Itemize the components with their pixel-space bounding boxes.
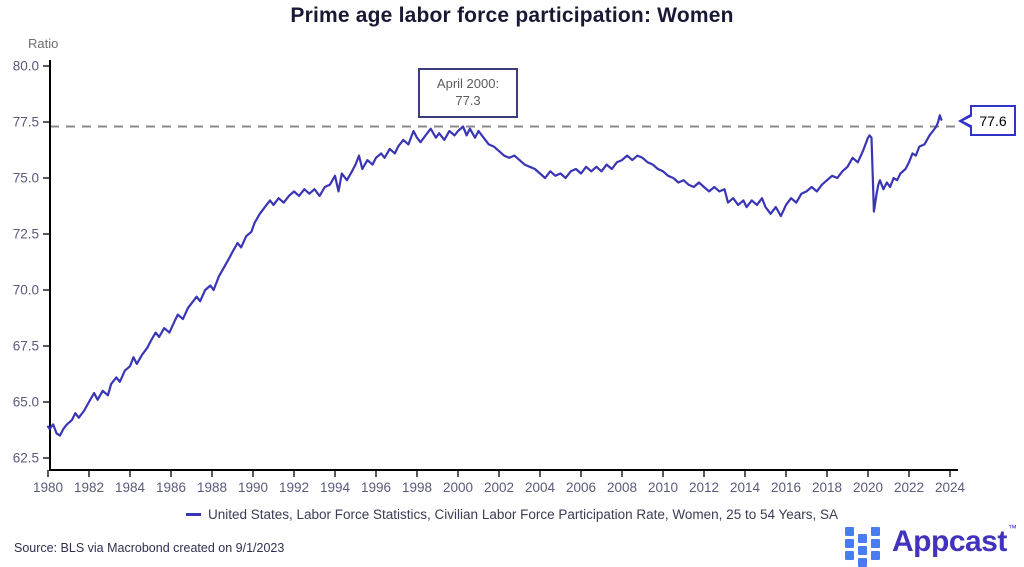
svg-text:1992: 1992 xyxy=(279,480,309,495)
svg-text:1986: 1986 xyxy=(156,480,186,495)
svg-text:1990: 1990 xyxy=(238,480,268,495)
svg-text:77.5: 77.5 xyxy=(13,115,39,130)
appcast-logo-text: Appcast xyxy=(892,525,1007,558)
svg-text:75.0: 75.0 xyxy=(13,171,39,186)
svg-text:2014: 2014 xyxy=(730,480,761,495)
svg-text:1984: 1984 xyxy=(115,480,146,495)
latest-value-callout: 77.6 xyxy=(970,105,1016,136)
svg-text:1980: 1980 xyxy=(33,480,63,495)
svg-text:67.5: 67.5 xyxy=(13,339,39,354)
svg-text:65.0: 65.0 xyxy=(13,395,39,410)
svg-text:2000: 2000 xyxy=(443,480,473,495)
svg-text:2006: 2006 xyxy=(566,480,596,495)
svg-text:2012: 2012 xyxy=(689,480,719,495)
peak-annotation-box: April 2000: 77.3 xyxy=(418,68,518,118)
svg-text:1994: 1994 xyxy=(320,480,351,495)
svg-text:1998: 1998 xyxy=(402,480,432,495)
svg-text:2016: 2016 xyxy=(771,480,801,495)
y-axis-label: Ratio xyxy=(28,36,59,51)
svg-text:2022: 2022 xyxy=(894,480,924,495)
appcast-logo: Appcast ™ xyxy=(844,523,1017,567)
source-note: Source: BLS via Macrobond created on 9/1… xyxy=(14,541,285,555)
svg-text:2010: 2010 xyxy=(648,480,678,495)
svg-text:80.0: 80.0 xyxy=(13,59,39,74)
svg-text:2018: 2018 xyxy=(812,480,842,495)
svg-text:62.5: 62.5 xyxy=(13,451,39,466)
trademark-symbol: ™ xyxy=(1007,523,1017,533)
svg-text:72.5: 72.5 xyxy=(13,227,39,242)
svg-text:1996: 1996 xyxy=(361,480,391,495)
svg-text:2004: 2004 xyxy=(525,480,556,495)
svg-text:1988: 1988 xyxy=(197,480,227,495)
chart-title: Prime age labor force participation: Wom… xyxy=(290,4,734,27)
svg-text:2002: 2002 xyxy=(484,480,514,495)
svg-text:2020: 2020 xyxy=(853,480,883,495)
legend: United States, Labor Force Statistics, C… xyxy=(0,507,1024,522)
legend-label: United States, Labor Force Statistics, C… xyxy=(207,507,839,522)
latest-value-text: 77.6 xyxy=(979,112,1007,129)
legend-line-marker-icon xyxy=(185,513,201,516)
svg-text:2024: 2024 xyxy=(935,480,966,495)
peak-annotation-line1: April 2000: xyxy=(436,76,500,92)
svg-text:70.0: 70.0 xyxy=(13,283,39,298)
peak-annotation-line2: 77.3 xyxy=(455,93,481,108)
svg-text:1982: 1982 xyxy=(74,480,104,495)
appcast-logo-mark-icon xyxy=(845,527,880,567)
svg-text:2008: 2008 xyxy=(607,480,637,495)
line-chart-plot-area: 80.0 77.5 75.0 72.5 70.0 67.5 65.0 62.5 1980 1982… xyxy=(13,59,966,496)
